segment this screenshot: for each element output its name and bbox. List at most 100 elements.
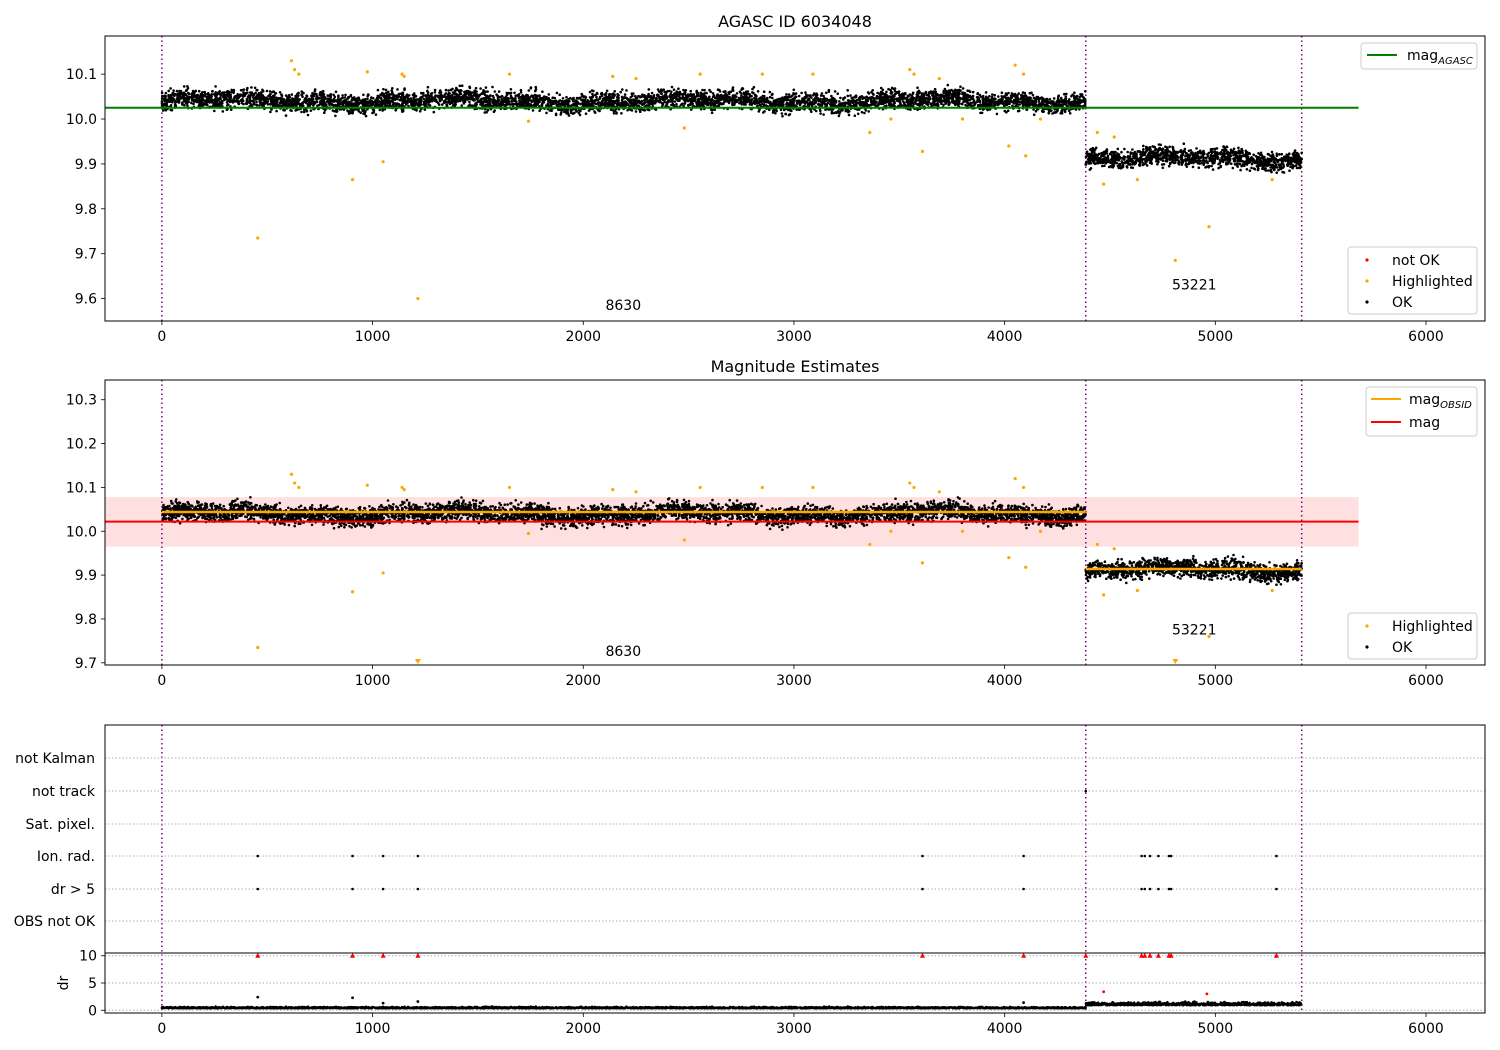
ok-point [701,88,704,92]
ok-point [824,100,827,103]
ok-point [670,90,673,94]
ok-point [763,110,766,113]
ok-point [213,94,217,97]
ok-point [905,97,909,101]
ok-point [278,102,282,105]
ok-point [474,86,478,90]
ok-point [673,100,677,103]
ok-point [748,95,751,99]
ok-point [658,100,661,104]
ok-point [344,93,347,97]
ok-point [208,98,212,102]
ok-point [209,95,213,99]
ok-point [350,104,354,107]
ok-point [765,100,769,104]
ok-point [960,102,964,106]
ok-point [1018,100,1021,103]
ok-point [997,99,1000,102]
ok-point [774,103,778,106]
ok-point [529,86,533,89]
ok-point [511,97,514,100]
ok-point [733,94,737,97]
ok-point [225,104,229,107]
ok-point [1016,94,1019,97]
ok-point [216,92,220,96]
ok-point [454,89,457,92]
ok-point [620,95,624,99]
ok-point [182,94,185,98]
ok-point [569,109,572,112]
ok-point [384,88,388,92]
ok-point [425,97,429,101]
ok-point [403,87,406,90]
ok-point [984,91,988,94]
ok-point [1028,96,1032,99]
ok-point [535,99,538,102]
ok-point [631,94,634,98]
ok-point [671,100,674,103]
ok-point [716,96,720,100]
ok-point [167,89,170,93]
ok-point [1009,97,1013,100]
ok-point [525,98,528,102]
ok-point [892,87,895,91]
ok-point [521,102,524,106]
ok-point [343,96,347,99]
ok-point [944,97,947,101]
panel1-title: AGASC ID 6034048 [718,12,872,31]
ok-point [491,94,495,98]
ok-point [763,99,767,102]
ok-point [164,91,168,95]
ok-point [396,88,399,91]
ok-point [626,103,630,107]
ok-point [352,109,355,112]
ok-point [879,92,883,96]
ok-point [596,92,599,95]
ok-point [531,94,535,98]
ok-point [787,95,790,99]
ok-point [423,102,426,105]
ok-point [712,102,716,106]
ok-point [378,95,381,99]
ok-point [433,96,437,99]
ok-point [1004,96,1008,100]
ok-point [549,99,553,102]
ok-point [696,98,699,101]
ok-point [569,111,573,115]
ok-point [1016,109,1020,113]
ok-point [569,96,572,100]
ok-point [493,99,497,103]
ok-point [204,92,207,96]
ok-point [172,89,175,92]
ok-point [667,99,671,103]
ok-point [951,99,954,102]
ok-point [696,100,699,104]
ok-point [882,101,886,104]
ok-point [326,94,330,97]
ok-point [210,93,214,96]
ok-point [966,93,969,97]
ok-point [265,89,269,93]
ok-point [710,111,714,114]
ok-point [195,98,198,101]
ok-point [932,91,935,95]
ok-point [420,92,424,95]
ok-point [323,96,327,99]
ok-point [984,100,988,103]
ok-point [319,91,323,95]
ok-point [785,93,788,96]
ok-point [308,99,311,102]
ok-point [814,94,818,98]
ok-point [729,90,733,93]
ok-point [555,91,559,95]
ok-point [909,99,913,103]
ok-point [595,95,598,99]
ok-point [214,91,217,94]
ok-point [457,89,461,93]
ok-point [349,93,353,97]
ok-point [577,111,581,115]
ok-point [1052,97,1056,100]
ok-point [619,90,622,94]
ok-point [275,96,278,99]
